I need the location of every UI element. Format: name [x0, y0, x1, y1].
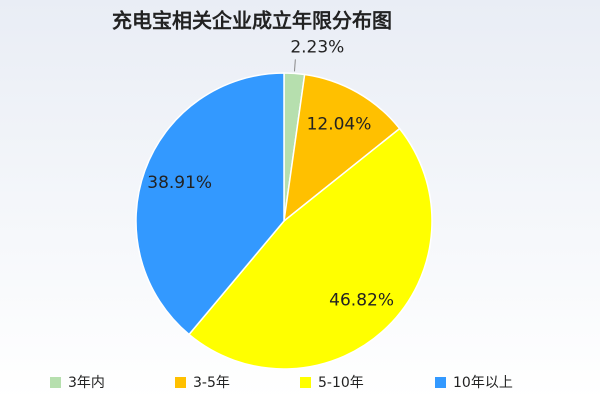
- pie-slice: [135, 72, 285, 336]
- legend-swatch: [435, 377, 446, 388]
- data-label: 12.04%: [307, 115, 372, 135]
- legend-label: 5-10年: [318, 375, 364, 391]
- data-label: 38.91%: [147, 173, 212, 193]
- chart-title: 充电宝相关企业成立年限分布图: [112, 9, 392, 33]
- leader-line: [294, 59, 296, 72]
- legend-swatch: [175, 377, 186, 388]
- legend-swatch: [300, 377, 311, 388]
- legend-label: 10年以上: [453, 375, 513, 391]
- legend-label: 3年内: [68, 375, 105, 391]
- pie-slice: [282, 73, 401, 223]
- legend-label: 3-5年: [193, 375, 230, 391]
- data-label: 46.82%: [329, 290, 394, 310]
- pie-slice: [187, 127, 433, 370]
- legend-swatch: [50, 377, 61, 388]
- data-label: 2.23%: [290, 37, 344, 57]
